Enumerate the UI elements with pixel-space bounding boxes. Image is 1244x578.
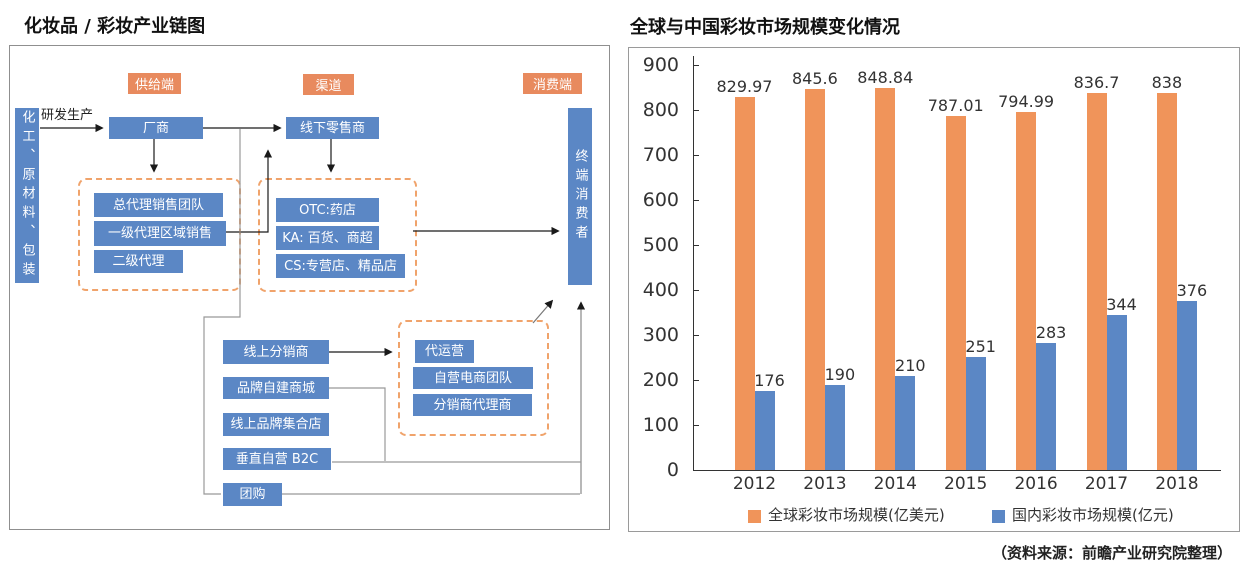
chart-area: 全球彩妆市场规模(亿美元) 国内彩妆市场规模(亿元) 900 800 700 600 5… (628, 47, 1240, 532)
y-tick-200: 200 (642, 369, 679, 391)
bar-global-2017 (1086, 93, 1107, 470)
bar-global-2015 (945, 115, 966, 470)
x-tick-2015: 2015 (944, 474, 988, 494)
y-tickmark-200 (693, 380, 699, 381)
y-tickmark-100 (693, 425, 699, 426)
node-online-distributor: 线上分销商 (223, 340, 329, 364)
y-tickmark-800 (693, 110, 699, 111)
offline-channel-group-box (258, 178, 417, 292)
y-tick-300: 300 (642, 324, 679, 346)
bar-china-2015 (965, 357, 986, 470)
bar-china-2017 (1106, 315, 1127, 470)
bar-china-2014 (895, 375, 916, 470)
y-tick-100: 100 (642, 414, 679, 436)
stage-supply: 供给端 (128, 73, 181, 94)
bar-global-2018 (1156, 92, 1177, 470)
y-tickmark-400 (693, 290, 699, 291)
value-china-2018: 376 (1176, 280, 1208, 300)
value-global-2017: 836.7 (1073, 73, 1120, 93)
node-offline-retailer: 线下零售商 (286, 117, 379, 139)
node-cs: CS:专营店、精品店 (276, 254, 405, 278)
stage-channel: 渠道 (303, 74, 354, 95)
value-china-2013: 190 (824, 364, 856, 384)
value-china-2015: 251 (965, 337, 996, 357)
node-vertical-b2c: 垂直自营 B2C (223, 448, 331, 470)
value-global-2014: 848.84 (857, 68, 914, 88)
node-self-ecommerce-team: 自营电商团队 (413, 367, 533, 389)
y-tickmark-900 (693, 65, 699, 66)
online-service-group-box (398, 320, 549, 436)
x-axis-line (693, 470, 1221, 471)
y-tick-400: 400 (642, 279, 679, 301)
x-tick-2018: 2018 (1155, 474, 1199, 494)
bar-global-2013 (804, 89, 825, 470)
legend-swatch-china (992, 510, 1005, 523)
y-tickmark-700 (693, 155, 699, 156)
node-otc: OTC:药店 (276, 198, 379, 222)
node-brand-mall: 品牌自建商城 (223, 377, 329, 399)
node-group-buying: 团购 (223, 483, 282, 506)
legend-swatch-global (748, 510, 761, 523)
node-raw-material: 化工、原材料、包装 (15, 108, 39, 283)
x-tick-2014: 2014 (873, 474, 917, 494)
node-end-consumer: 终端消费者 (568, 108, 592, 285)
y-tickmark-300 (693, 335, 699, 336)
y-tickmark-600 (693, 200, 699, 201)
x-tick-2012: 2012 (732, 474, 777, 494)
node-second-agent: 二级代理 (94, 250, 183, 273)
value-global-2015: 787.01 (927, 95, 984, 115)
bar-china-2016 (1036, 342, 1057, 470)
source-note: （资料来源：前瞻产业研究院整理） (991, 544, 1232, 562)
bar-global-2016 (1016, 112, 1037, 470)
y-tick-700: 700 (642, 144, 679, 166)
bar-china-2012 (754, 390, 775, 470)
value-china-2017: 344 (1106, 295, 1137, 315)
x-tick-2016: 2016 (1014, 474, 1058, 494)
x-tick-2013: 2013 (803, 474, 847, 494)
node-manufacturer: 厂商 (109, 117, 203, 139)
y-tick-600: 600 (642, 189, 679, 211)
chart-title: 全球与中国彩妆市场规模变化情况 (630, 17, 900, 38)
bar-china-2013 (824, 384, 845, 470)
y-tick-800: 800 (642, 99, 679, 121)
y-tick-500: 500 (642, 234, 679, 256)
node-distributor-agents: 分销商代理商 (413, 394, 532, 416)
value-global-2012: 829.97 (716, 76, 773, 96)
value-global-2013: 845.6 (791, 69, 838, 89)
node-general-agent: 总代理销售团队 (94, 193, 223, 217)
bar-global-2012 (734, 96, 755, 470)
bar-global-2014 (875, 88, 896, 470)
x-tick-2017: 2017 (1084, 474, 1129, 494)
value-global-2018: 838 (1151, 72, 1183, 92)
node-agent-operation: 代运营 (415, 340, 474, 363)
diagram-title: 化妆品 / 彩妆产业链图 (24, 16, 206, 37)
node-online-brand-store: 线上品牌集合店 (223, 413, 329, 436)
y-tick-900: 900 (642, 54, 679, 76)
legend-label-global: 全球彩妆市场规模(亿美元) (768, 506, 945, 524)
bar-china-2018 (1176, 300, 1197, 470)
y-tick-0: 0 (666, 459, 679, 481)
value-global-2016: 794.99 (998, 92, 1055, 112)
value-china-2014: 210 (895, 355, 926, 375)
value-china-2012: 176 (754, 370, 785, 390)
y-tickmark-500 (693, 245, 699, 246)
node-ka: KA: 百货、商超 (276, 226, 379, 250)
rnd-label: 研发生产 (41, 108, 94, 123)
y-axis-line (693, 56, 694, 470)
stage-consumer: 消费端 (523, 73, 582, 94)
legend-label-china: 国内彩妆市场规模(亿元) (1012, 506, 1174, 524)
value-china-2016: 283 (1035, 322, 1067, 342)
node-regional-agent: 一级代理区域销售 (94, 221, 226, 246)
